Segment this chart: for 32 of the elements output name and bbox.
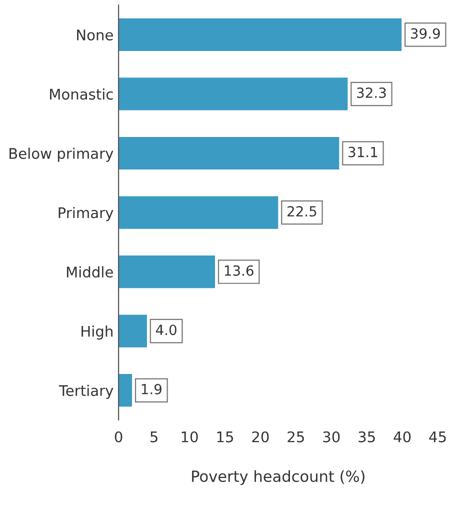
x-tick-label: 35	[358, 431, 375, 442]
x-tick-label: 40	[394, 431, 411, 442]
bar	[118, 374, 132, 407]
x-tick-label: 0	[114, 431, 122, 442]
bar	[118, 196, 278, 229]
y-tick-label: Monastic	[50, 88, 113, 100]
data-label: 13.6	[224, 265, 254, 276]
y-tick-label: High	[82, 326, 112, 340]
x-tick-label: 45	[429, 432, 446, 442]
y-tick-label: Below primary	[10, 148, 114, 162]
data-label: 4.0	[156, 324, 176, 336]
x-tick-label: 5	[150, 432, 158, 442]
y-tick-label: None	[77, 30, 113, 40]
data-label: 22.5	[288, 206, 316, 217]
x-tick-label: 30	[323, 431, 340, 442]
bar	[118, 78, 348, 110]
data-label: 32.3	[357, 87, 386, 98]
data-label: 1.9	[142, 384, 162, 394]
y-tick-label: Middle	[66, 266, 113, 278]
bar	[118, 18, 402, 51]
data-label: 39.9	[410, 28, 440, 39]
y-tick-label: Primary	[58, 206, 114, 222]
x-tick-label: 25	[288, 431, 304, 442]
x-tick-label: 10	[182, 431, 198, 442]
x-tick-label: 20	[252, 431, 269, 442]
x-tick-label: 15	[217, 432, 233, 442]
bar	[118, 255, 216, 288]
x-axis-title: Poverty headcount (%)	[192, 470, 364, 485]
bar	[118, 314, 147, 348]
data-label: 31.1	[348, 146, 378, 158]
bar	[118, 136, 340, 170]
y-tick-label: Tertiary	[58, 384, 114, 399]
